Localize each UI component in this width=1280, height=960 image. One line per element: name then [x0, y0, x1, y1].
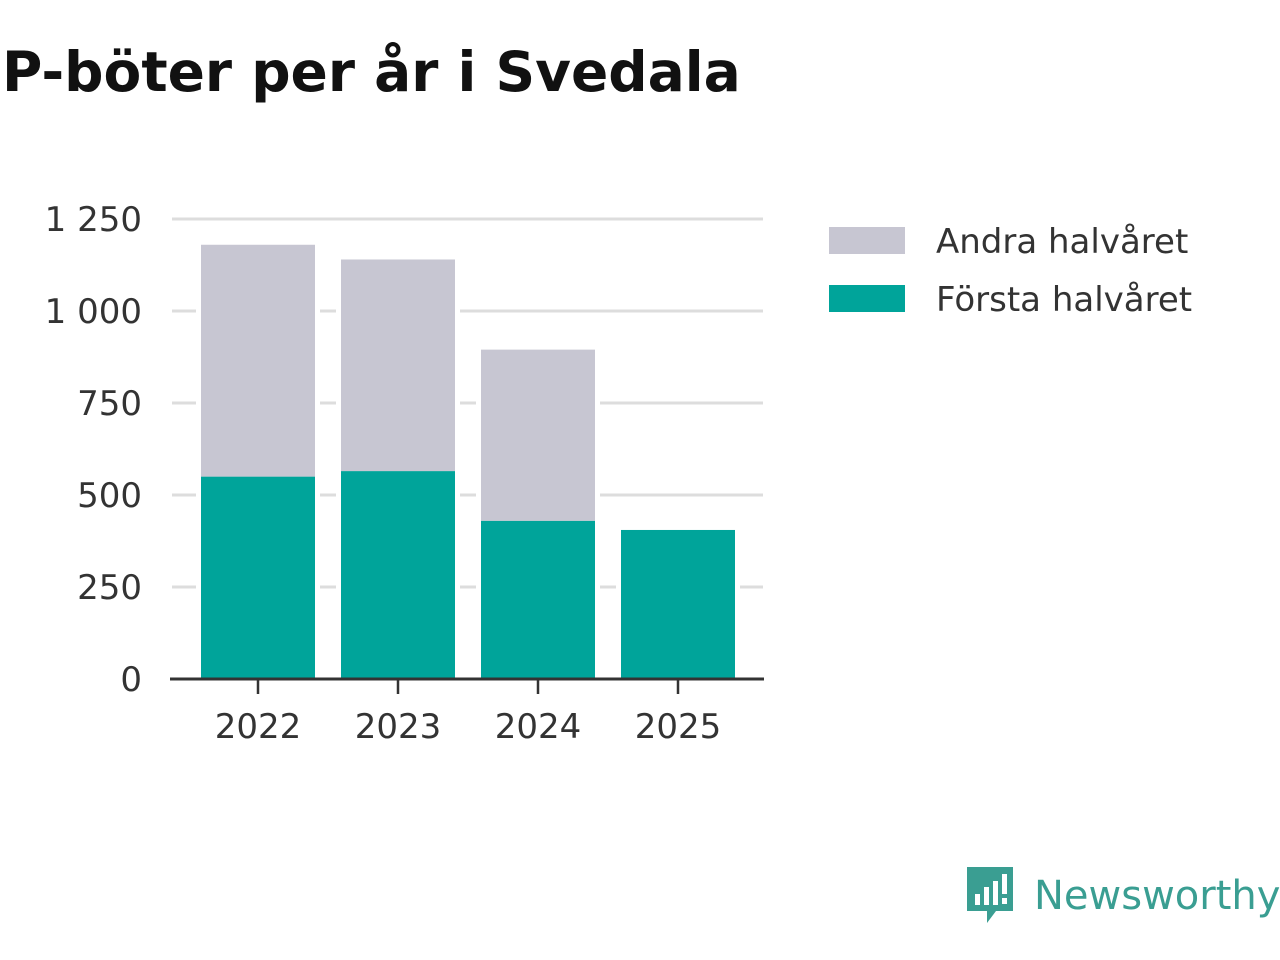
y-tick-label: 1 000: [45, 292, 142, 332]
bar-gap: [196, 244, 201, 679]
bars: [196, 244, 740, 679]
bar-segment: [341, 471, 455, 679]
x-tick-label: 2023: [355, 707, 442, 747]
brand-name: Newsworthy: [1034, 873, 1280, 919]
x-tick-label: 2022: [215, 707, 302, 747]
y-tick-label: 0: [120, 660, 142, 700]
x-tick-label: 2024: [495, 707, 582, 747]
legend-swatch: [829, 285, 905, 312]
y-tick-label: 250: [77, 568, 142, 608]
bar-gap: [476, 349, 481, 679]
newsworthy-logo: Newsworthy: [964, 864, 1280, 928]
legend-label: Andra halvåret: [936, 222, 1188, 262]
x-tick-label: 2025: [635, 707, 722, 747]
legend: Andra halvåret Första halvåret: [829, 222, 1192, 320]
bar-gap: [336, 259, 341, 679]
bar-gap: [455, 259, 460, 679]
y-tick-label: 500: [77, 476, 142, 516]
bar-segment: [481, 520, 595, 679]
bar-segment: [201, 476, 315, 679]
y-axis: 0 250 500 750 1 000 1 250: [45, 200, 142, 700]
bar-segment: [201, 244, 315, 477]
bar-gap: [595, 349, 600, 679]
bar-segment: [621, 529, 735, 679]
bar-segment: [481, 349, 595, 521]
newsworthy-logo-icon: [967, 867, 1013, 923]
y-tick-label: 1 250: [45, 200, 142, 240]
bar-gap: [315, 244, 320, 679]
bar-gap: [735, 529, 740, 679]
legend-label: Första halvåret: [936, 280, 1192, 320]
x-axis: 2022 2023 2024 2025: [170, 677, 764, 747]
y-tick-label: 750: [77, 384, 142, 424]
chart-title: P-böter per år i Svedala: [2, 40, 741, 104]
legend-swatch: [829, 227, 905, 254]
bar-gap: [616, 529, 621, 679]
bar-segment: [341, 259, 455, 472]
